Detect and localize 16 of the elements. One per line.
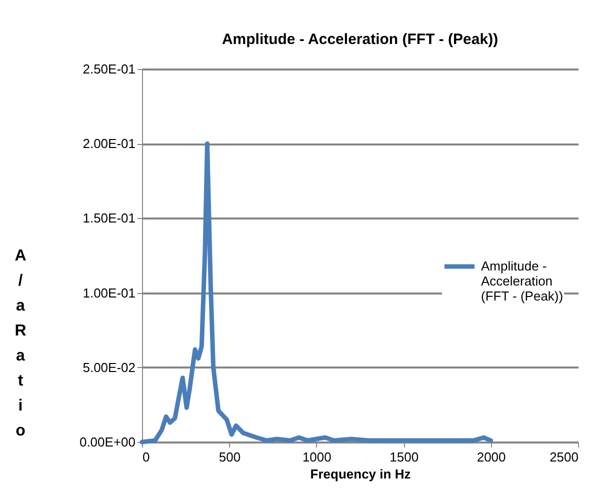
x-tick-label: 2000 [476,450,506,464]
y-tick-label: 1.00E-01 [82,285,136,300]
x-tick-label: 0 [142,450,150,464]
y-tick-label: 0.00E+00 [79,434,136,450]
x-tick-label: 1000 [302,450,332,464]
y-axis-title: A/a Ratio [14,248,27,440]
x-tick-label: 500 [218,450,241,464]
y-tick-label: 1.50E-01 [82,210,136,226]
x-axis-title: Frequency in Hz [310,466,412,482]
x-tick-label: 1500 [390,450,419,464]
y-tick-label: 5.00E-02 [82,360,136,375]
chart-title: Amplitude - Acceleration (FFT - (Peak)) [222,31,498,48]
legend-label: Amplitude - Acceleration (FFT - (Peak)) [481,258,564,304]
y-tick-label: 2.50E-01 [82,62,136,76]
x-tick-label: 2500 [550,450,578,464]
y-tick-label: 2.00E-01 [82,136,136,152]
